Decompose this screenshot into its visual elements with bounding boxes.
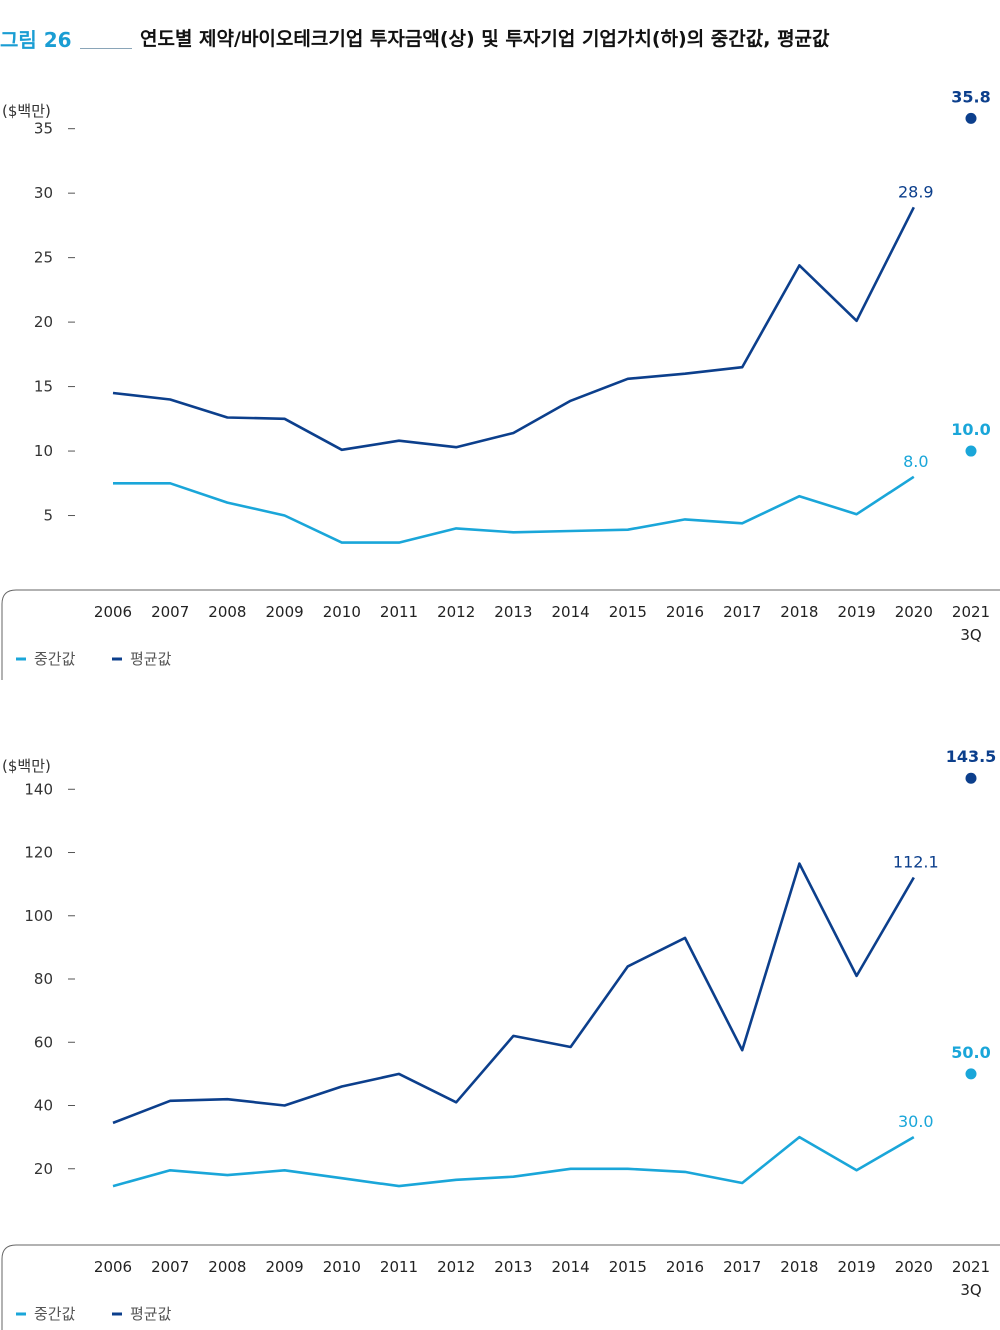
highlight-data-label: 10.0	[951, 420, 990, 439]
end-data-label: 30.0	[898, 1112, 934, 1131]
y-tick-label: 20	[34, 1160, 53, 1178]
y-tick-label: 20	[34, 313, 53, 331]
highlight-point	[965, 445, 977, 457]
highlight-data-label: 50.0	[951, 1043, 990, 1062]
x-tick-label: 2014	[552, 603, 590, 621]
x-tick-label: 2015	[609, 603, 647, 621]
x-tick-label: 2008	[208, 1258, 246, 1276]
x-axis-baseline	[1, 1244, 1000, 1330]
y-tick-label: 30	[34, 184, 53, 202]
end-data-label: 112.1	[893, 853, 939, 872]
x-tick-sublabel: 3Q	[960, 626, 981, 644]
y-unit-label: ($백만)	[2, 757, 51, 775]
investment-amount-chart: ($백만) 5 10 15 20 25 30 35 2006 2007 2008 2009 2010 20…	[1, 90, 1000, 680]
legend-label: 평균값	[130, 650, 172, 668]
x-tick-label: 2021	[952, 603, 990, 621]
legend-label: 중간값	[34, 650, 76, 668]
x-tick-sublabel: 3Q	[960, 1281, 981, 1299]
x-tick-label: 2010	[323, 603, 361, 621]
y-tick-label: 40	[34, 1097, 53, 1115]
y-tick-label: 60	[34, 1033, 53, 1051]
x-tick-label: 2016	[666, 603, 704, 621]
y-tick-label: 5	[43, 507, 53, 525]
end-data-label: 8.0	[903, 452, 928, 471]
x-tick-label: 2006	[94, 1258, 132, 1276]
x-tick-label: 2017	[723, 603, 761, 621]
series-line-median	[112, 1135, 915, 1188]
x-tick-label: 2018	[780, 603, 818, 621]
x-tick-label: 2011	[380, 603, 418, 621]
highlight-data-label: 143.5	[946, 747, 997, 766]
x-tick-label: 2013	[494, 603, 532, 621]
x-tick-label: 2009	[266, 1258, 304, 1276]
highlight-data-label: 35.8	[951, 90, 990, 106]
highlight-point	[965, 1068, 977, 1080]
x-tick-label: 2012	[437, 1258, 475, 1276]
series-line-mean	[112, 206, 915, 452]
figure-label-rule	[80, 48, 132, 49]
x-tick-label: 2014	[552, 1258, 590, 1276]
x-tick-label: 2006	[94, 603, 132, 621]
series-line-median	[113, 475, 915, 544]
company-value-chart: ($백만) 20 40 60 80 100 120 140 2006 2007 2008 2009 20…	[1, 747, 1000, 1330]
x-tick-label: 2007	[151, 603, 189, 621]
figure-title: 연도별 제약/바이오테크기업 투자금액(상) 및 투자기업 기업가치(하)의 중…	[140, 28, 830, 50]
y-tick-label: 10	[34, 442, 53, 460]
x-tick-label: 2020	[895, 603, 933, 621]
x-tick-label: 2012	[437, 603, 475, 621]
y-unit-label: ($백만)	[2, 102, 51, 120]
x-tick-label: 2013	[494, 1258, 532, 1276]
x-tick-label: 2020	[895, 1258, 933, 1276]
x-tick-label: 2015	[609, 1258, 647, 1276]
x-tick-label: 2009	[266, 603, 304, 621]
legend-label: 중간값	[34, 1305, 76, 1323]
y-tick-label: 120	[24, 844, 53, 862]
y-tick-label: 80	[34, 970, 53, 988]
x-tick-label: 2008	[208, 603, 246, 621]
series-line-mean	[112, 862, 915, 1125]
x-tick-label: 2016	[666, 1258, 704, 1276]
y-tick-label: 35	[34, 120, 53, 138]
x-tick-label: 2017	[723, 1258, 761, 1276]
y-tick-label: 140	[24, 780, 53, 798]
x-axis-baseline	[1, 589, 1000, 680]
x-tick-label: 2019	[838, 603, 876, 621]
highlight-point	[965, 112, 977, 124]
highlight-point	[965, 772, 977, 784]
y-tick-label: 25	[34, 249, 53, 267]
x-tick-label: 2021	[952, 1258, 990, 1276]
x-tick-label: 2011	[380, 1258, 418, 1276]
x-tick-label: 2007	[151, 1258, 189, 1276]
figure-header: 그림 26 연도별 제약/바이오테크기업 투자금액(상) 및 투자기업 기업가치…	[0, 14, 1000, 58]
x-tick-label: 2018	[780, 1258, 818, 1276]
legend-label: 평균값	[130, 1305, 172, 1323]
x-tick-label: 2010	[323, 1258, 361, 1276]
y-tick-label: 100	[24, 907, 53, 925]
y-tick-label: 15	[34, 378, 53, 396]
figure-label: 그림 26	[0, 28, 72, 52]
end-data-label: 28.9	[898, 182, 934, 201]
x-tick-label: 2019	[838, 1258, 876, 1276]
